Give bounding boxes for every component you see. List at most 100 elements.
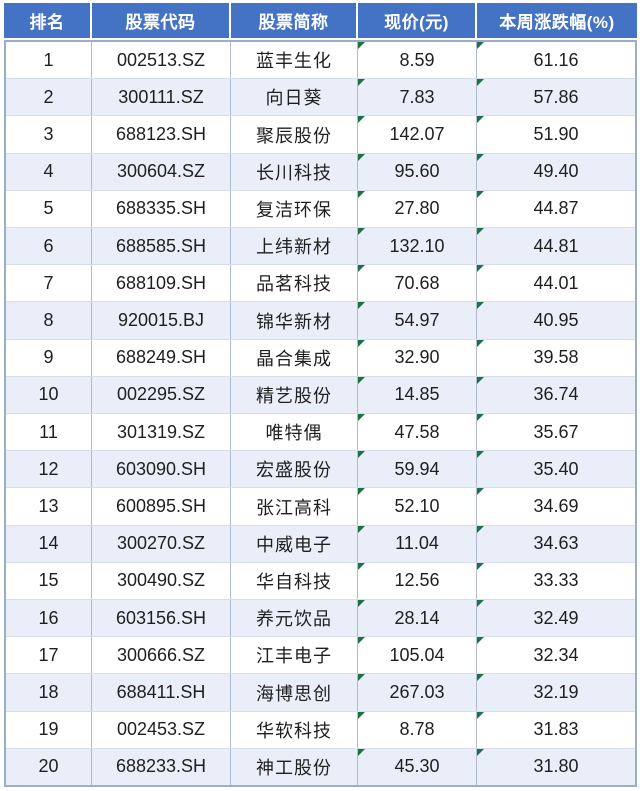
cell-text: 7.83 (399, 86, 435, 107)
table-row: 14 300270.SZ 中威电子 11.04 34.63 (6, 524, 635, 562)
cell-rank: 11 (6, 414, 91, 450)
number-stored-as-text-flag-icon (477, 42, 484, 49)
number-stored-as-text-flag-icon (477, 414, 484, 422)
cell-text: 31.80 (533, 756, 579, 777)
cell-text: 600895.SH (115, 496, 207, 517)
cell-change: 57.86 (476, 79, 635, 116)
cell-text: 江丰电子 (256, 646, 332, 667)
table-body: 1 002513.SZ 蓝丰生化 8.59 61.16 2 300111.SZ 向日葵 7.83… (4, 40, 637, 787)
cell-text: 301319.SZ (116, 421, 206, 442)
cell-text: 唯特偶 (265, 423, 323, 444)
cell-text: 精艺股份 (256, 385, 332, 406)
cell-price: 8.78 (357, 711, 476, 748)
cell-change: 32.34 (476, 637, 635, 674)
cell-change: 34.63 (476, 525, 635, 562)
cell-text: 海博思创 (256, 683, 332, 704)
cell-name: 品茗科技 (230, 265, 357, 302)
number-stored-as-text-flag-icon (477, 302, 484, 310)
table-row: 12 603090.SH 宏盛股份 59.94 35.40 (6, 450, 635, 488)
col-header-change: 本周涨跌幅(%) (475, 3, 637, 38)
cell-text: 华软科技 (256, 720, 332, 741)
cell-text: 3 (43, 124, 54, 144)
cell-code: 300490.SZ (91, 562, 230, 600)
cell-text: 6 (43, 235, 54, 256)
cell-text: 20 (38, 756, 59, 777)
cell-change: 44.87 (476, 190, 635, 228)
cell-price: 142.07 (357, 116, 476, 153)
cell-price: 267.03 (357, 674, 476, 711)
cell-text: 34.63 (533, 533, 579, 554)
cell-name: 唯特偶 (230, 414, 357, 451)
cell-code: 688109.SH (91, 265, 230, 302)
cell-price: 32.90 (357, 339, 476, 376)
cell-text: 52.10 (394, 496, 440, 517)
cell-rank: 16 (6, 600, 91, 636)
cell-text: 10 (38, 384, 59, 405)
cell-text: 18 (38, 682, 59, 703)
cell-code: 301319.SZ (91, 414, 230, 451)
cell-text: 39.58 (533, 347, 579, 368)
cell-text: 44.87 (533, 198, 579, 219)
cell-name: 养元饮品 (230, 600, 357, 637)
cell-text: 105.04 (389, 644, 445, 665)
cell-text: 920015.BJ (117, 310, 205, 331)
col-header-code: 股票代码 (90, 3, 229, 38)
cell-text: 35.67 (533, 421, 579, 442)
cell-rank: 9 (6, 340, 91, 376)
cell-price: 54.97 (357, 302, 476, 339)
number-stored-as-text-flag-icon (358, 79, 365, 87)
cell-change: 49.40 (476, 153, 635, 190)
cell-change: 32.49 (476, 600, 635, 637)
number-stored-as-text-flag-icon (477, 339, 484, 347)
cell-change: 39.58 (476, 339, 635, 376)
cell-change: 44.01 (476, 265, 635, 302)
cell-change: 36.74 (476, 376, 635, 414)
number-stored-as-text-flag-icon (358, 674, 365, 682)
cell-rank: 6 (6, 228, 91, 264)
number-stored-as-text-flag-icon (358, 265, 365, 273)
cell-text: 14.85 (394, 384, 440, 405)
cell-code: 002295.SZ (91, 376, 230, 414)
table-row: 20 688233.SH 神工股份 45.30 31.80 (6, 747, 635, 786)
cell-text: 7 (43, 272, 54, 293)
cell-text: 19 (38, 719, 59, 740)
cell-rank: 2 (6, 79, 91, 115)
cell-rank: 17 (6, 637, 91, 673)
cell-rank: 13 (6, 488, 91, 524)
col-header-rank: 排名 (4, 3, 90, 38)
cell-code: 300270.SZ (91, 525, 230, 562)
number-stored-as-text-flag-icon (477, 190, 484, 198)
cell-change: 35.67 (476, 414, 635, 451)
cell-name: 向日葵 (230, 79, 357, 116)
number-stored-as-text-flag-icon (477, 600, 484, 608)
cell-rank: 19 (6, 712, 91, 748)
table-row: 7 688109.SH 品茗科技 70.68 44.01 (6, 264, 635, 302)
cell-code: 688335.SH (91, 190, 230, 228)
number-stored-as-text-flag-icon (358, 302, 365, 310)
cell-text: 34.69 (533, 496, 579, 517)
cell-change: 61.16 (476, 42, 635, 79)
cell-text: 688335.SH (115, 198, 207, 219)
number-stored-as-text-flag-icon (358, 525, 365, 533)
cell-name: 华自科技 (230, 562, 357, 600)
cell-text: 688411.SH (116, 682, 206, 703)
cell-text: 27.80 (394, 198, 440, 219)
number-stored-as-text-flag-icon (358, 488, 365, 496)
cell-name: 上纬新材 (230, 228, 357, 265)
number-stored-as-text-flag-icon (477, 488, 484, 496)
cell-text: 聚辰股份 (256, 125, 332, 146)
cell-rank: 5 (6, 191, 91, 227)
cell-text: 1 (43, 49, 54, 70)
cell-name: 聚辰股份 (230, 116, 357, 153)
cell-name: 华软科技 (230, 711, 357, 748)
number-stored-as-text-flag-icon (477, 79, 484, 87)
cell-text: 13 (38, 496, 59, 517)
cell-price: 27.80 (357, 190, 476, 228)
cell-text: 95.60 (394, 161, 440, 182)
cell-text: 32.90 (394, 347, 440, 368)
cell-rank: 10 (6, 377, 91, 413)
cell-text: 688585.SH (115, 235, 207, 256)
cell-name: 神工股份 (230, 748, 357, 786)
cell-text: 688123.SH (115, 124, 207, 144)
number-stored-as-text-flag-icon (358, 451, 365, 459)
